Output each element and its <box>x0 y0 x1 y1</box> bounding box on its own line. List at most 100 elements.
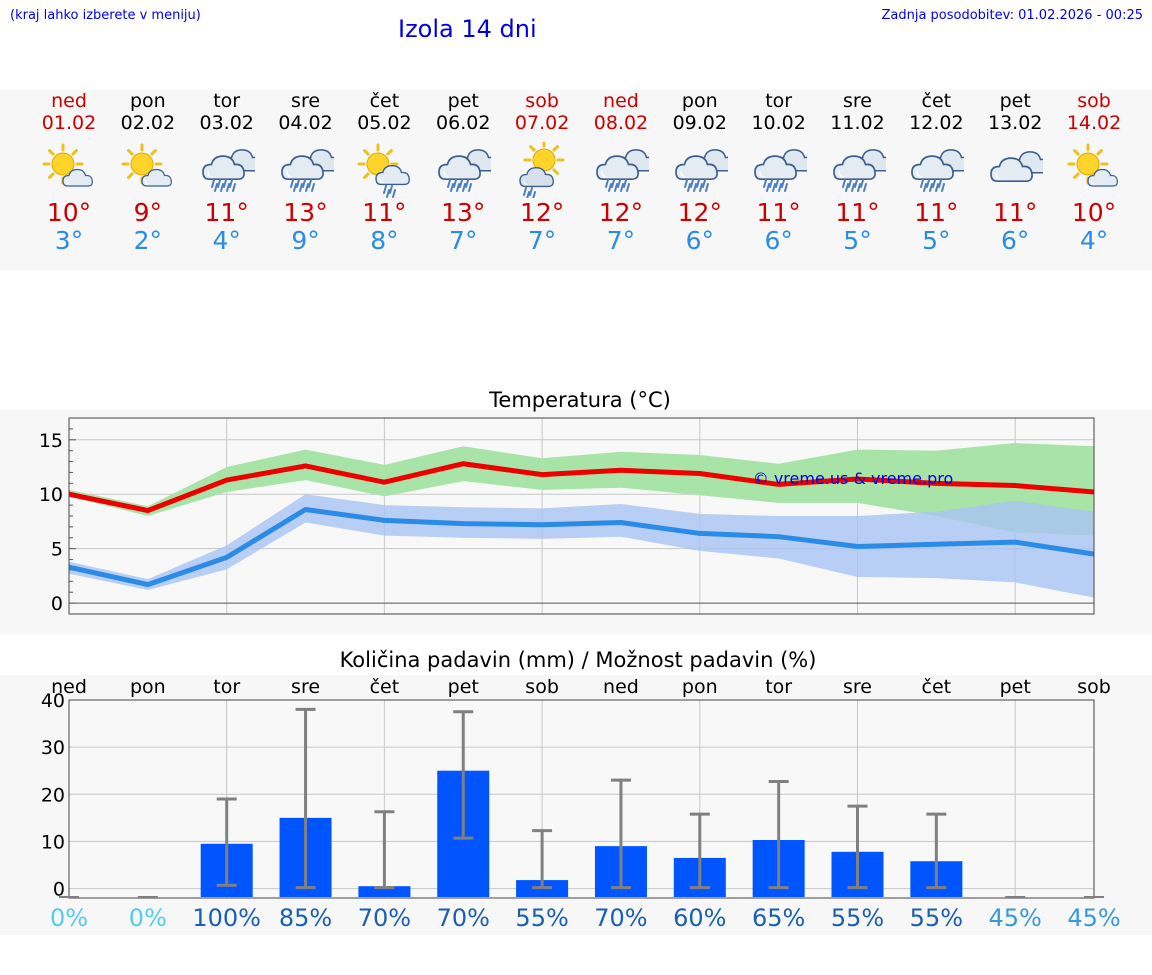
day-label: pon <box>130 676 166 698</box>
temp-min: 8° <box>370 226 399 255</box>
probability-label: 45% <box>989 904 1042 932</box>
day-label: sob <box>525 676 559 698</box>
temp-min: 7° <box>449 226 478 255</box>
day-label: tor <box>765 676 792 698</box>
y-tick-label: 40 <box>41 690 65 712</box>
temp-min: 6° <box>1000 226 1030 255</box>
day-date: 01.02 <box>41 112 97 134</box>
plot-frame <box>68 417 1095 615</box>
day-name: sob <box>525 90 559 112</box>
temp-max: 11° <box>362 198 407 227</box>
day-forecast: sob 14.02 10° 4° <box>1059 90 1129 265</box>
day-date: 14.02 <box>1066 112 1122 134</box>
day-label: pet <box>448 676 479 698</box>
day-label: čet <box>922 676 952 698</box>
y-tick-label: 0 <box>51 593 63 615</box>
temp-min: 7° <box>606 226 636 255</box>
sun-cloud-icon <box>121 143 172 187</box>
day-name: ned <box>51 90 87 112</box>
day-label: pon <box>682 676 718 698</box>
temperature-chart: 0 5 10 15 © vreme.us & vreme.pro <box>39 417 1095 615</box>
day-label: tor <box>213 676 240 698</box>
probability-label: 55% <box>910 904 963 932</box>
day-forecast: sre 11.02 11° 5° <box>823 90 893 265</box>
temp-max: 11° <box>756 198 801 227</box>
probability-label: 60% <box>673 904 726 932</box>
day-forecast: sre 04.02 13° 9° <box>271 90 341 265</box>
band-min <box>69 494 1095 598</box>
temp-max: 13° <box>441 198 486 227</box>
day-name: sre <box>843 90 872 112</box>
temp-min: 5° <box>922 226 951 255</box>
day-date: 06.02 <box>436 112 491 134</box>
day-label: ned <box>51 676 87 698</box>
day-date: 05.02 <box>357 112 412 134</box>
day-forecast: pet 06.02 13° 7° <box>428 90 498 265</box>
sun-rain-icon <box>357 143 411 198</box>
precipitation-chart: ned 0% pon 0% tor 100% sre 85% čet 70% pet 70% sob 55… <box>41 676 1121 932</box>
y-tick-label: 10 <box>39 484 63 506</box>
day-name: tor <box>213 90 241 112</box>
daily-forecast: ned 01.02 10° 3° pon 02.02 9° 2° tor 03.02 11° 4… <box>0 90 1152 270</box>
probability-label: 70% <box>358 904 411 932</box>
day-name: sre <box>291 90 321 112</box>
day-date: 12.02 <box>909 112 964 134</box>
temp-max: 12° <box>598 198 644 227</box>
probability-label: 65% <box>752 904 805 932</box>
day-forecast: ned 08.02 12° 7° <box>586 90 656 265</box>
day-label: ned <box>603 676 639 698</box>
cloud-icon <box>990 151 1044 183</box>
page-title: Izola 14 dni <box>398 15 537 43</box>
temp-max: 10° <box>1071 198 1117 227</box>
y-tick-label: 5 <box>51 539 63 561</box>
forecast-band <box>0 90 1152 270</box>
day-forecast: tor 10.02 11° 6° <box>744 90 814 265</box>
day-date: 09.02 <box>672 112 727 134</box>
day-date: 11.02 <box>830 112 885 134</box>
day-forecast: pon 09.02 12° 6° <box>665 90 735 265</box>
probability-label: 55% <box>831 904 884 932</box>
day-label: sre <box>291 676 320 698</box>
rain-cloud-icon <box>753 149 807 192</box>
rain-cloud-icon <box>438 149 492 192</box>
temp-max: 9° <box>133 198 163 227</box>
temp-min: 5° <box>843 226 872 255</box>
y-tick-label: 20 <box>41 784 65 806</box>
day-forecast: tor 03.02 11° 4° <box>192 90 262 265</box>
sun-shower-icon <box>519 142 565 198</box>
temp-min: 4° <box>212 226 241 255</box>
day-forecast: sob 07.02 12° 7° <box>507 90 577 265</box>
day-forecast: čet 05.02 11° 8° <box>349 90 419 265</box>
temp-max: 12° <box>677 198 722 227</box>
day-date: 08.02 <box>593 112 649 134</box>
rain-cloud-icon <box>911 149 965 192</box>
temp-min: 6° <box>764 226 793 255</box>
day-label: pet <box>1000 676 1031 698</box>
day-name: ned <box>603 90 639 112</box>
day-name: tor <box>765 90 793 112</box>
temperature-title: Temperatura (°C) <box>489 388 671 412</box>
day-name: pet <box>447 90 479 112</box>
day-forecast: ned 01.02 10° 3° <box>34 90 104 265</box>
day-name: pon <box>129 90 166 112</box>
day-label: čet <box>370 676 400 698</box>
day-name: pet <box>999 90 1031 112</box>
day-date: 04.02 <box>278 112 333 134</box>
temp-max: 12° <box>519 198 565 227</box>
temp-max: 11° <box>914 198 959 227</box>
rain-cloud-icon <box>201 149 255 192</box>
region-hint[interactable]: (kraj lahko izberete v meniju) <box>10 8 201 23</box>
plot-frame <box>68 699 1095 899</box>
probability-label: 70% <box>594 904 647 932</box>
probability-label: 0% <box>129 904 167 932</box>
y-tick-label: 0 <box>53 879 65 901</box>
rain-cloud-icon <box>832 149 886 192</box>
temp-max: 13° <box>283 198 328 227</box>
sun-cloud-icon <box>42 143 93 187</box>
probability-label: 85% <box>279 904 332 932</box>
temp-min: 6° <box>685 226 714 255</box>
watermark: © vreme.us & vreme.pro <box>753 469 954 488</box>
series-line-max <box>68 461 1095 514</box>
day-name: čet <box>369 90 400 112</box>
day-label: sre <box>843 676 872 698</box>
